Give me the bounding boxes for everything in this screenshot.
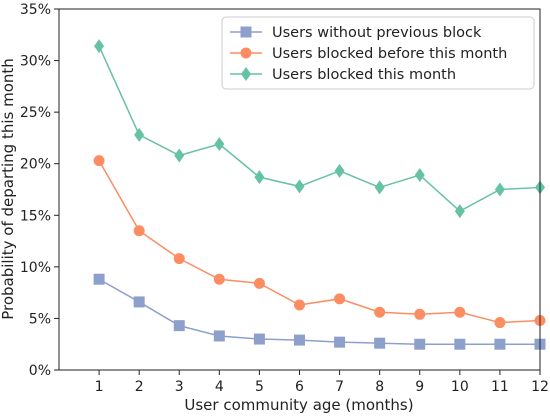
x-tick-label: 5 <box>255 379 264 395</box>
data-point <box>494 182 505 197</box>
series-2 <box>93 155 546 329</box>
y-tick-label: 20% <box>20 157 51 173</box>
data-point <box>414 308 426 320</box>
y-tick-label: 5% <box>29 311 51 327</box>
series-line <box>98 278 540 345</box>
data-point <box>294 299 305 311</box>
series-line <box>98 160 541 324</box>
data-point <box>254 170 265 185</box>
y-tick-label: 15% <box>20 208 51 224</box>
legend-box <box>221 16 535 90</box>
data-point <box>374 337 386 349</box>
legend-marker <box>240 26 252 38</box>
data-point <box>173 253 185 265</box>
data-point <box>253 277 265 289</box>
plot-frame <box>58 8 541 371</box>
data-point <box>374 306 386 318</box>
legend-label: Users without previous block <box>272 25 482 41</box>
data-point <box>454 338 466 350</box>
data-point <box>374 180 385 195</box>
series-line <box>98 45 541 213</box>
plot-marks <box>93 39 546 350</box>
y-tick-label: 10% <box>20 260 51 276</box>
x-tick-label: 12 <box>531 379 549 395</box>
x-tick-label: 2 <box>135 379 144 395</box>
legend-item: Users without previous block <box>230 25 482 41</box>
legend-item: Users blocked before this month <box>230 46 507 62</box>
x-tick-label: 3 <box>175 379 184 395</box>
x-tick-label: 6 <box>295 379 304 395</box>
data-point <box>173 320 185 332</box>
data-point <box>414 338 426 350</box>
y-tick-label: 35% <box>20 2 51 18</box>
data-point <box>294 334 305 346</box>
x-tick-label: 7 <box>335 379 344 395</box>
y-tick-label: 30% <box>20 54 51 70</box>
x-tick-label: 1 <box>95 379 104 395</box>
data-point <box>94 39 105 54</box>
data-point <box>93 155 105 167</box>
data-point <box>334 293 346 305</box>
legend-item: Users blocked this month <box>230 67 456 83</box>
data-point <box>133 296 145 308</box>
data-point <box>494 338 506 350</box>
data-point <box>214 137 225 152</box>
axis-ticks: 0%5%10%15%20%25%30%35%1 2 3 4 5 6 7 8 9 10 11 12 <box>20 2 549 395</box>
y-axis-label: Probability of departing this month <box>0 58 17 320</box>
legend-label: Users blocked before this month <box>272 46 507 62</box>
x-axis-label: User community age (months) <box>184 396 413 414</box>
series-1 <box>93 273 546 350</box>
data-point <box>253 333 265 345</box>
data-point <box>134 127 145 142</box>
data-point <box>334 163 345 178</box>
x-tick-label: 9 <box>415 379 424 395</box>
data-point <box>454 204 465 219</box>
legend-marker <box>241 67 251 81</box>
x-tick-label: 10 <box>451 379 469 395</box>
data-point <box>334 336 346 348</box>
data-point <box>454 306 466 318</box>
legend-marker <box>240 47 252 59</box>
legend: Users without previous block Users blocke… <box>221 16 535 90</box>
data-point <box>494 317 506 329</box>
data-point <box>213 330 225 342</box>
y-tick-label: 0% <box>29 363 51 379</box>
x-tick-label: 8 <box>375 379 384 395</box>
data-point <box>294 179 305 194</box>
x-tick-label: 11 <box>491 379 509 395</box>
data-point <box>174 148 185 163</box>
data-point <box>93 273 105 285</box>
legend-label: Users blocked this month <box>272 67 456 83</box>
y-tick-label: 25% <box>20 105 51 121</box>
x-tick-label: 4 <box>215 379 224 395</box>
data-point <box>213 273 225 285</box>
data-point <box>414 168 425 183</box>
data-point <box>133 225 145 237</box>
